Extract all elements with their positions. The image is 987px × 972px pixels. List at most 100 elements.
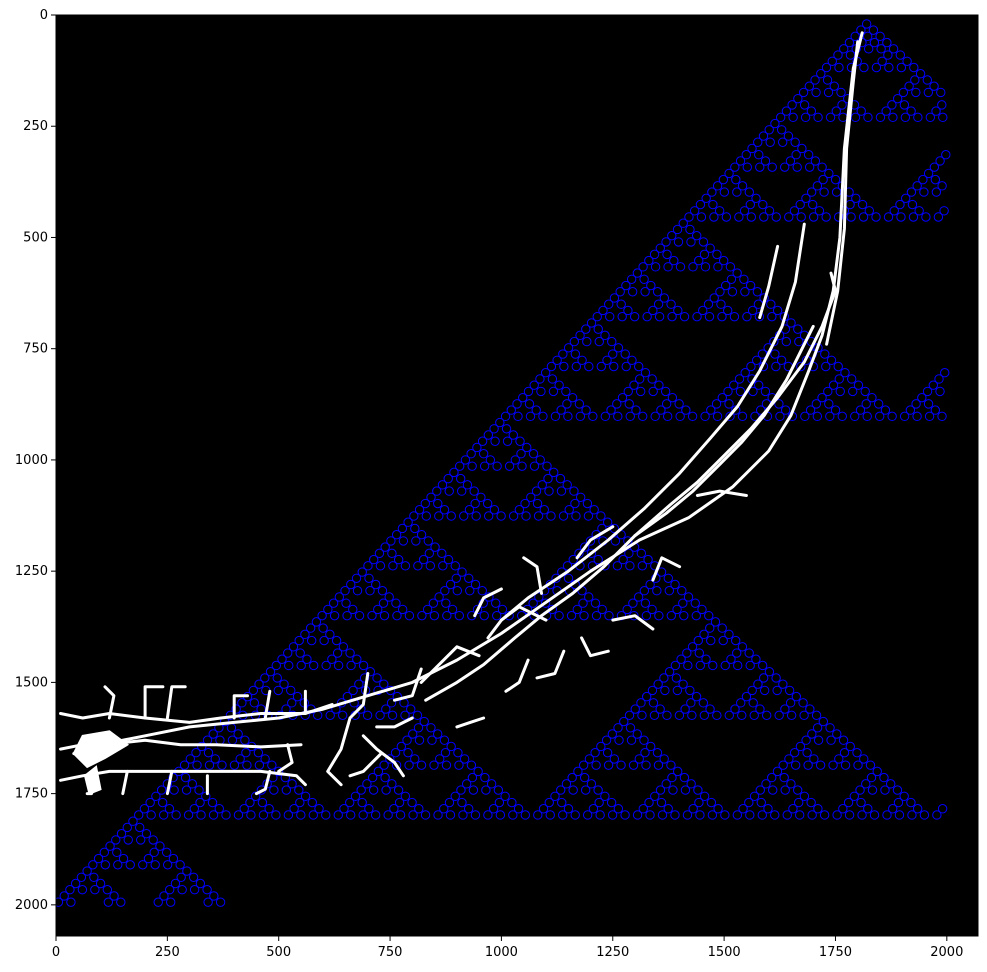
sample-point-marker <box>356 704 366 714</box>
sample-point-marker <box>447 604 458 615</box>
sample-point-marker <box>786 710 797 721</box>
sample-point-marker <box>675 262 686 272</box>
sample-point-marker <box>660 685 670 696</box>
sample-point-marker <box>403 517 413 527</box>
sample-point-marker <box>817 392 827 403</box>
sample-point-marker <box>544 797 554 808</box>
sample-point-marker <box>654 380 664 390</box>
sample-point-marker <box>481 785 491 795</box>
sample-point-marker <box>795 741 806 752</box>
sample-point-marker <box>444 486 454 496</box>
sample-point-marker <box>271 810 281 820</box>
sample-point-marker <box>704 311 715 322</box>
sample-point-marker <box>748 386 758 397</box>
sample-point-marker <box>412 710 423 721</box>
sample-point-marker <box>896 212 906 222</box>
sample-point-marker <box>506 405 516 415</box>
sample-point-marker <box>759 685 770 696</box>
sample-point-marker <box>441 760 452 770</box>
sample-point-marker <box>796 212 806 222</box>
sample-point-marker <box>125 860 135 870</box>
x-tick-label: 0 <box>52 945 60 960</box>
y-tick-label: 1250 <box>15 564 48 579</box>
sample-point-marker <box>362 710 373 721</box>
sample-point-marker <box>613 723 623 733</box>
sample-point-marker <box>705 704 715 714</box>
sample-point-marker <box>457 797 467 808</box>
sample-point-marker <box>188 872 199 882</box>
sample-point-marker <box>744 648 754 658</box>
sample-point-marker <box>433 729 443 739</box>
sample-point-marker <box>494 797 505 808</box>
sample-point-marker <box>799 710 809 721</box>
sample-point-marker <box>930 405 941 415</box>
sample-point-marker <box>861 19 872 29</box>
sample-point-marker <box>880 405 891 415</box>
sample-point-marker <box>572 604 582 615</box>
sample-point-marker <box>148 835 158 845</box>
sample-point-marker <box>358 660 369 671</box>
sample-point-marker <box>300 791 311 801</box>
skeleton-branch <box>143 685 165 720</box>
sample-point-marker <box>616 299 626 309</box>
sample-point-marker <box>699 791 710 801</box>
sample-point-marker <box>738 804 748 814</box>
sample-point-marker <box>570 498 580 509</box>
sample-point-marker <box>434 592 444 602</box>
sample-point-marker <box>701 193 711 204</box>
sample-point-marker <box>570 349 581 359</box>
sample-point-marker <box>397 604 408 615</box>
sample-point-marker <box>899 791 909 801</box>
sample-point-marker <box>589 505 599 515</box>
sample-point-marker <box>657 810 668 820</box>
sample-point-marker <box>403 747 413 758</box>
sample-point-marker <box>708 199 718 210</box>
sample-point-marker <box>442 610 452 621</box>
sample-point-marker <box>796 361 806 372</box>
sample-point-marker <box>457 486 467 496</box>
sample-point-marker <box>628 598 638 608</box>
sample-point-marker <box>933 212 944 222</box>
sample-point-marker <box>857 199 868 210</box>
sample-point-marker <box>888 112 898 123</box>
sample-point-marker <box>939 206 949 216</box>
sample-point-marker <box>161 847 172 858</box>
sample-point-marker <box>788 804 798 814</box>
sample-point-marker <box>875 112 886 123</box>
sample-point-marker <box>620 349 630 359</box>
sample-point-marker <box>830 405 841 415</box>
sample-point-marker <box>735 156 746 166</box>
sample-point-marker <box>497 604 508 615</box>
sample-point-marker <box>195 878 206 889</box>
sample-point-marker <box>790 760 801 770</box>
skeleton-branch <box>633 324 815 538</box>
sample-point-marker <box>941 150 951 160</box>
sample-point-marker <box>183 810 194 820</box>
sample-point-marker <box>429 760 439 770</box>
sample-point-marker <box>673 237 684 247</box>
sample-point-marker <box>549 467 559 478</box>
sample-point-marker <box>82 866 92 876</box>
sample-point-marker <box>593 785 603 795</box>
sample-point-marker <box>391 529 402 540</box>
sample-point-marker <box>668 785 678 795</box>
sample-point-marker <box>925 112 936 123</box>
sample-point-marker <box>799 791 810 801</box>
sample-point-marker <box>445 579 456 590</box>
sample-point-marker <box>929 162 940 172</box>
sample-point-marker <box>325 629 335 640</box>
sample-point-marker <box>537 480 547 490</box>
sample-point-marker <box>704 610 714 621</box>
sample-point-marker <box>579 610 589 621</box>
sample-point-marker <box>513 804 524 814</box>
sample-point-marker <box>626 735 637 745</box>
sample-point-marker <box>630 704 640 714</box>
sample-point-marker <box>233 729 243 739</box>
sample-point-marker <box>683 592 694 602</box>
sample-point-marker <box>788 112 798 123</box>
sample-point-marker <box>446 741 456 752</box>
sample-point-marker <box>375 710 385 721</box>
sample-point-marker <box>287 779 297 789</box>
sample-point-marker <box>409 511 419 521</box>
sample-point-marker <box>372 673 382 683</box>
